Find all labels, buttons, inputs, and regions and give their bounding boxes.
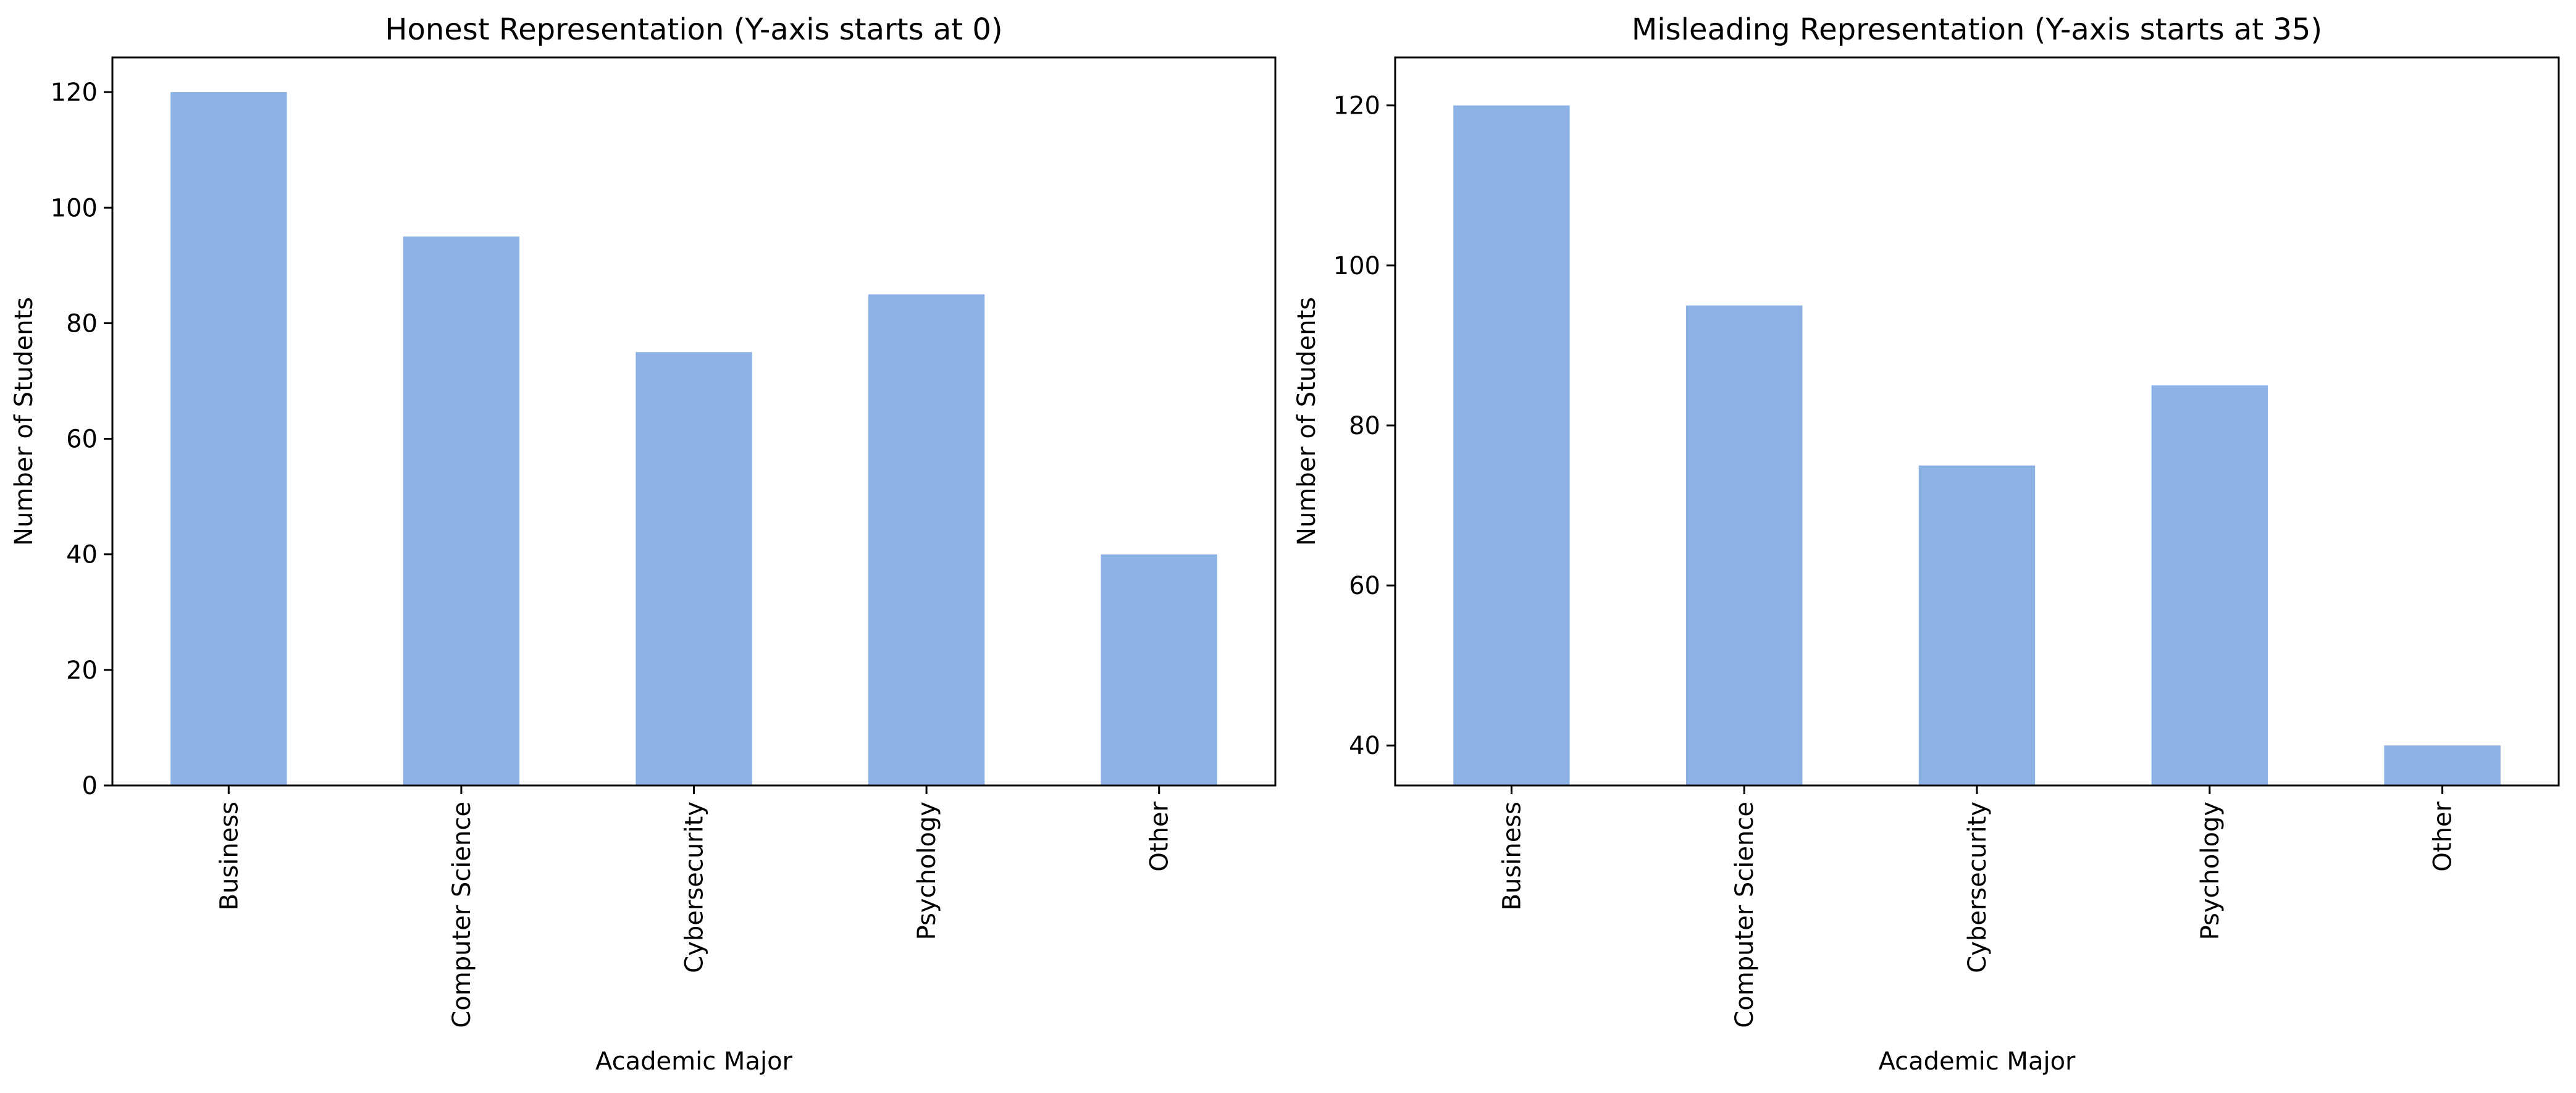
x-tick-label: Business xyxy=(1498,802,1526,910)
y-tick-label: 60 xyxy=(1349,572,1380,600)
y-axis-label: Number of Students xyxy=(10,297,38,546)
x-tick-label: Other xyxy=(2429,801,2457,871)
chart-title: Honest Representation (Y-axis starts at … xyxy=(385,12,1002,47)
y-tick-label: 100 xyxy=(1333,252,1380,280)
bar-psychology xyxy=(2151,385,2268,785)
bar-business xyxy=(1453,105,1570,785)
chart-title: Misleading Representation (Y-axis starts… xyxy=(1632,12,2322,47)
y-axis-label: Number of Students xyxy=(1293,297,1321,546)
x-tick-label: Psychology xyxy=(2196,802,2225,940)
y-tick-label: 80 xyxy=(1349,412,1380,440)
x-tick-label: Computer Science xyxy=(1731,802,1759,1028)
x-tick-label: Computer Science xyxy=(448,802,476,1028)
bar-other xyxy=(1101,554,1217,785)
y-tick-label: 20 xyxy=(66,656,98,685)
bar-cybersecurity xyxy=(1918,465,2036,785)
bar-psychology xyxy=(868,294,985,785)
misleading-chart-panel: Misleading Representation (Y-axis starts… xyxy=(1293,12,2560,1076)
honest-chart-panel: Honest Representation (Y-axis starts at … xyxy=(10,12,1277,1076)
y-tick-label: 120 xyxy=(1333,92,1380,120)
y-tick-label: 120 xyxy=(51,78,98,107)
x-axis-label: Academic Major xyxy=(1878,1047,2076,1076)
y-tick-label: 40 xyxy=(1349,732,1380,760)
bar-cybersecurity xyxy=(636,352,752,785)
x-tick-label: Cybersecurity xyxy=(681,802,709,973)
y-tick-label: 40 xyxy=(66,541,98,569)
bar-business xyxy=(170,92,287,785)
bar-computer-science xyxy=(403,237,520,785)
bar-other xyxy=(2384,745,2501,785)
bar-computer-science xyxy=(1686,305,1803,785)
y-tick-label: 0 xyxy=(82,772,98,800)
y-tick-label: 80 xyxy=(66,309,98,338)
x-tick-label: Business xyxy=(215,802,243,910)
y-tick-label: 60 xyxy=(66,425,98,454)
x-tick-label: Other xyxy=(1146,801,1174,871)
x-axis-label: Academic Major xyxy=(595,1047,793,1076)
y-tick-label: 100 xyxy=(51,194,98,222)
x-tick-label: Cybersecurity xyxy=(1963,802,1992,973)
x-tick-label: Psychology xyxy=(913,802,941,940)
